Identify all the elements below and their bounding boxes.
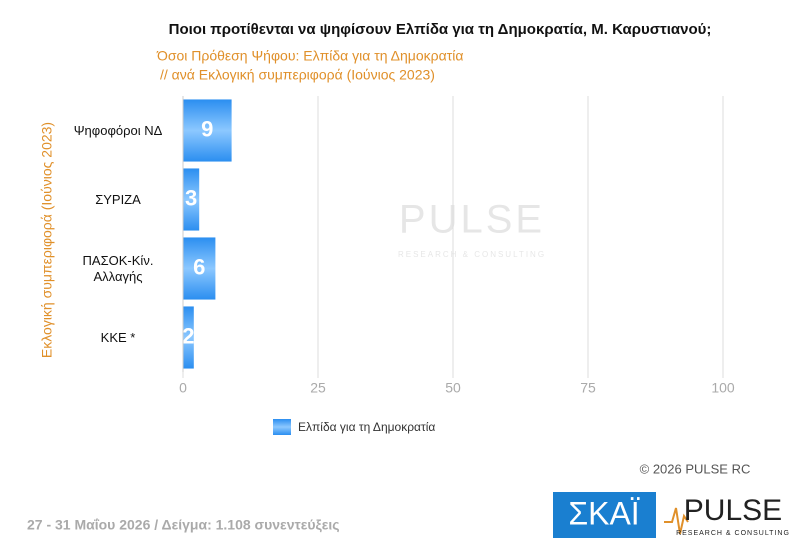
x-tick-label: 50 — [445, 380, 461, 396]
data-label: 6 — [193, 254, 205, 279]
pulse-logo-line — [664, 507, 689, 535]
skai-logo-text: ΣΚΑΪ — [568, 495, 639, 531]
legend-swatch — [273, 419, 291, 435]
chart-title: Ποιοι προτίθενται να ψηφίσουν Ελπίδα για… — [169, 21, 712, 38]
watermark-text: PULSE — [399, 198, 545, 242]
y-tick-label: ΚΚΕ * — [100, 329, 136, 345]
pulse-logo-text: PULSE — [684, 494, 782, 527]
y-tick-label: ΠΑΣΟΚ-Κίν. Αλλαγής — [82, 252, 154, 284]
legend-label: Ελπίδα για τη Δημοκρατία — [298, 420, 435, 434]
data-label: 2 — [182, 323, 194, 348]
subtitle: Όσοι Πρόθεση Ψήφου: Ελπίδα για τη Δημοκρ… — [156, 48, 463, 64]
skai-logo — [553, 492, 656, 538]
x-tick-label: 25 — [310, 380, 326, 396]
bar — [183, 306, 194, 369]
pulse-logo-sub: RESEARCH & CONSULTING — [676, 530, 790, 537]
bar — [183, 168, 200, 231]
bar — [183, 99, 232, 162]
y-tick-label: ΣΥΡΙΖΑ — [95, 191, 141, 207]
watermark-sub: RESEARCH & CONSULTING — [398, 250, 546, 259]
y-axis-label: Εκλογική συμπεριφορά (Ιούνιος 2023) — [39, 122, 55, 358]
footer: 27 - 31 Μαΐου 2026 / Δείγμα: 1.108 συνεν… — [27, 517, 340, 533]
x-tick-label: 0 — [179, 380, 187, 396]
copyright: © 2026 PULSE RC — [640, 461, 751, 476]
data-label: 3 — [185, 185, 197, 210]
watermark: PULSE RESEARCH & CONSULTING — [398, 198, 546, 260]
x-tick-label: 100 — [711, 380, 735, 396]
data-label: 9 — [201, 116, 213, 141]
y-tick-label: Ψηφοφόροι ΝΔ — [73, 122, 163, 138]
x-tick-label: 75 — [580, 380, 596, 396]
bar — [183, 237, 216, 300]
subtitle: // ανά Εκλογική συμπεριφορά (Ιούνιος 202… — [160, 67, 435, 83]
